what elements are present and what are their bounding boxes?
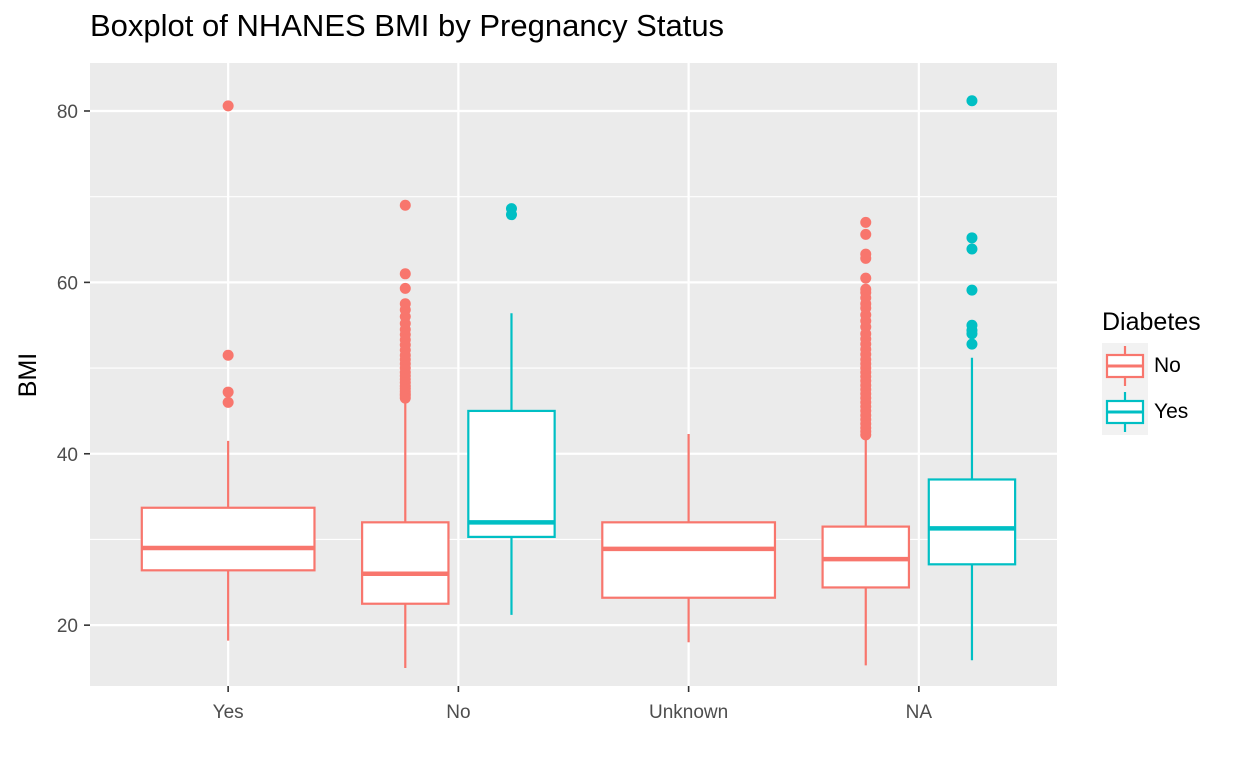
outlier-point xyxy=(966,338,978,350)
legend-items: No Yes xyxy=(1102,343,1201,435)
legend-title: Diabetes xyxy=(1102,308,1201,336)
outlier-point xyxy=(399,298,411,310)
x-tick-label: NA xyxy=(906,702,933,723)
outlier-point xyxy=(860,272,872,284)
y-tick-label: 20 xyxy=(57,616,78,637)
legend: Diabetes No Yes xyxy=(1102,308,1201,435)
outlier-point xyxy=(860,283,872,295)
box-iqr xyxy=(927,478,1017,566)
plot-panel xyxy=(90,63,1057,686)
legend-label: Yes xyxy=(1154,400,1189,423)
box-no-no xyxy=(361,199,450,669)
outlier-point xyxy=(222,396,234,408)
x-tick-label: No xyxy=(446,702,470,723)
legend-item-yes: Yes xyxy=(1102,389,1201,435)
outlier-point xyxy=(505,203,517,215)
y-axis: 20 40 60 80 xyxy=(57,102,90,637)
outlier-point xyxy=(399,199,411,211)
outlier-point xyxy=(860,228,872,240)
outlier-point xyxy=(222,100,234,112)
chart-title: Boxplot of NHANES BMI by Pregnancy Statu… xyxy=(90,8,725,43)
outlier-point xyxy=(860,216,872,228)
box-iqr xyxy=(601,521,777,599)
outlier-point xyxy=(966,232,978,244)
outlier-point xyxy=(399,268,411,280)
outlier-point xyxy=(222,349,234,361)
legend-item-no: No xyxy=(1102,343,1201,389)
box-iqr xyxy=(467,409,556,538)
box-iqr xyxy=(140,506,316,572)
outlier-point xyxy=(966,95,978,107)
legend-key xyxy=(1102,389,1148,435)
y-tick-label: 60 xyxy=(57,273,78,294)
outlier-point xyxy=(399,282,411,294)
box-iqr xyxy=(361,521,450,605)
box-unknown-no xyxy=(601,434,777,643)
outlier-point xyxy=(966,319,978,331)
x-tick-label: Yes xyxy=(213,702,244,723)
box-yes-no xyxy=(140,100,316,641)
box-no-yes xyxy=(467,203,556,615)
outlier-point xyxy=(966,243,978,255)
x-tick-label: Unknown xyxy=(649,702,728,723)
legend-label: No xyxy=(1154,354,1181,377)
y-axis-label: BMI xyxy=(14,353,42,397)
y-tick-label: 40 xyxy=(57,445,78,466)
legend-key xyxy=(1102,343,1148,389)
x-axis: Yes No Unknown NA xyxy=(213,686,933,723)
outlier-point xyxy=(222,386,234,398)
box-na-yes xyxy=(927,95,1017,661)
outlier-point xyxy=(860,248,872,260)
box-layer xyxy=(140,95,1017,669)
outlier-point xyxy=(966,284,978,296)
box-na-no xyxy=(821,216,911,666)
y-tick-label: 80 xyxy=(57,102,78,123)
